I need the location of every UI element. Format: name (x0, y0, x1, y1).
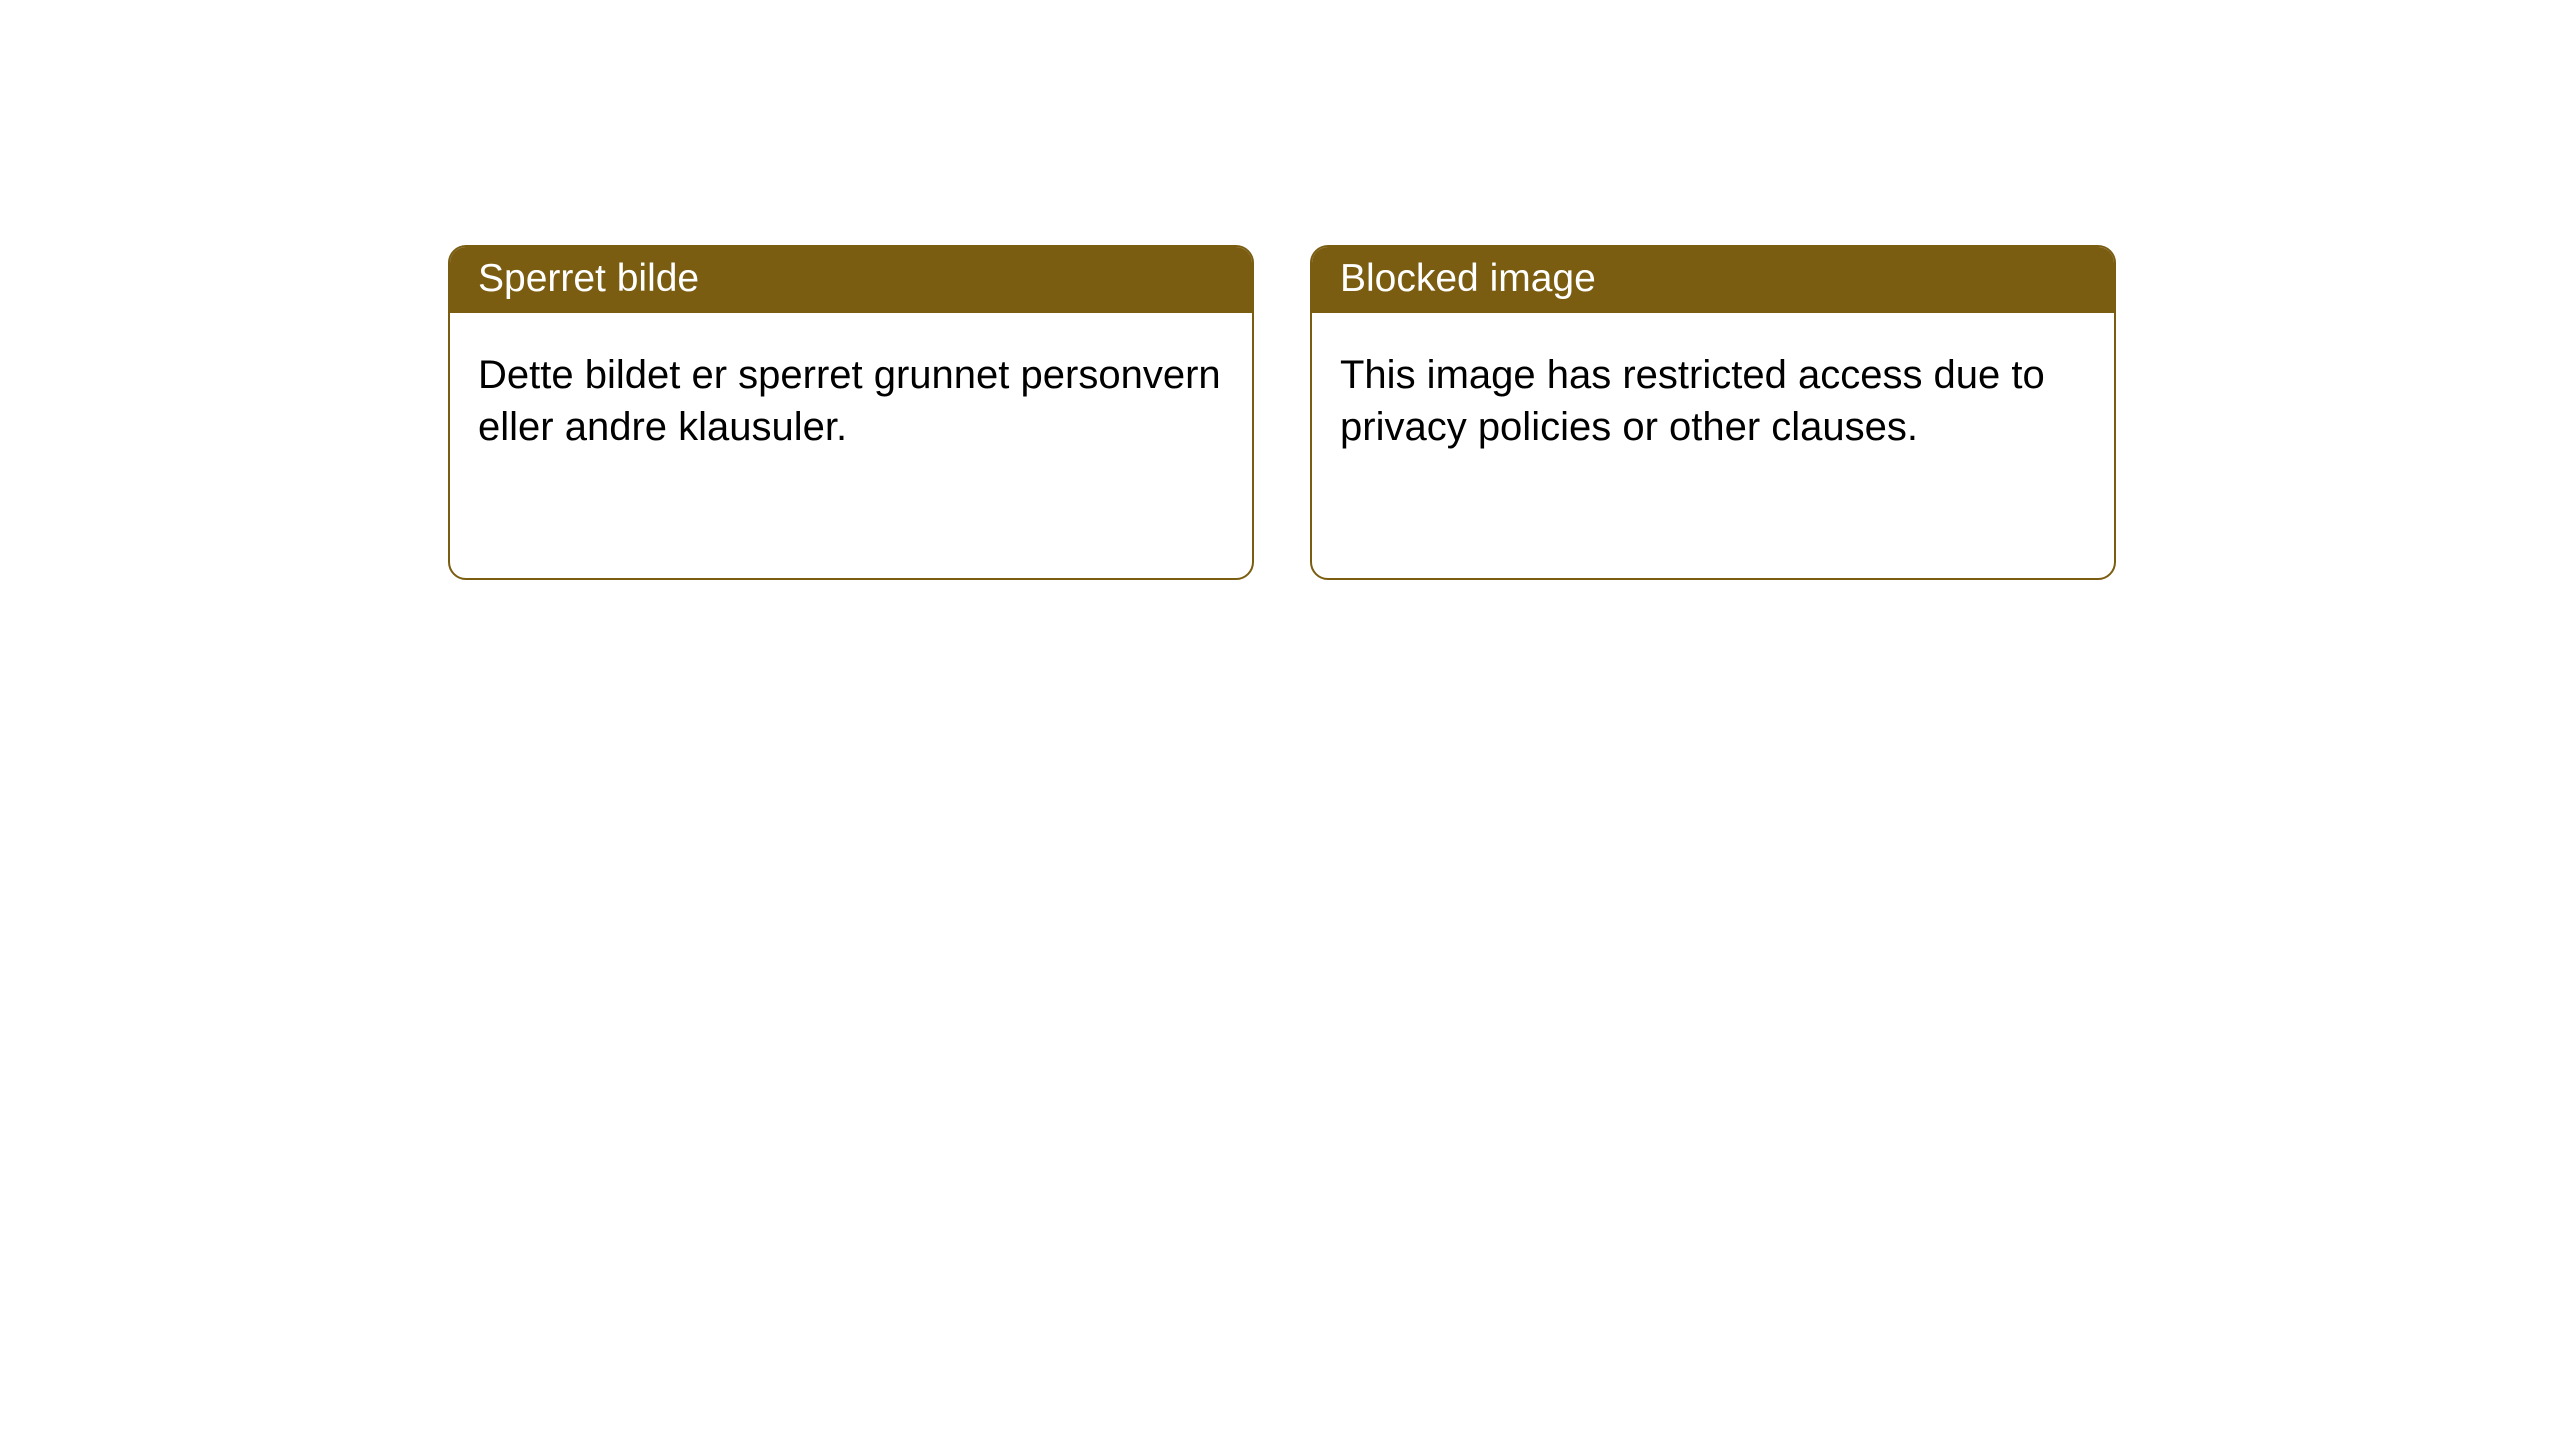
card-header: Blocked image (1312, 247, 2114, 313)
notice-card-norwegian: Sperret bilde Dette bildet er sperret gr… (448, 245, 1254, 580)
card-body: Dette bildet er sperret grunnet personve… (450, 313, 1252, 481)
card-body-text: This image has restricted access due to … (1340, 353, 2045, 449)
card-body: This image has restricted access due to … (1312, 313, 2114, 481)
notice-cards-container: Sperret bilde Dette bildet er sperret gr… (0, 0, 2560, 580)
notice-card-english: Blocked image This image has restricted … (1310, 245, 2116, 580)
card-title: Sperret bilde (478, 257, 699, 300)
card-title: Blocked image (1340, 257, 1596, 300)
card-header: Sperret bilde (450, 247, 1252, 313)
card-body-text: Dette bildet er sperret grunnet personve… (478, 353, 1221, 449)
